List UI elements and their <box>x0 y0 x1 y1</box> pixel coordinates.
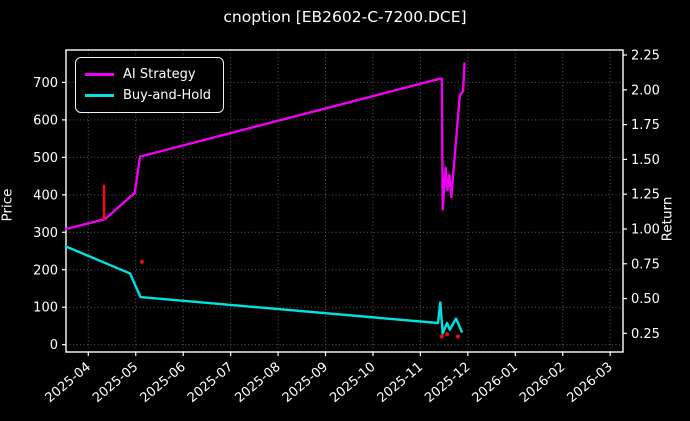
left-tick-label: 600 <box>33 113 58 128</box>
x-tick-label: 2026-02 <box>517 360 568 406</box>
right-tick-label: 2.25 <box>631 49 660 64</box>
legend-label: AI Strategy <box>123 67 196 82</box>
legend-item-buy-and-hold: Buy-and-Hold <box>85 85 211 106</box>
right-tick-label: 1.75 <box>631 118 660 133</box>
left-tick-label: 500 <box>33 151 58 166</box>
left-tick-label: 300 <box>33 226 58 241</box>
right-tick-label: 1.25 <box>631 188 660 203</box>
x-tick-label: 2025-05 <box>90 360 141 406</box>
buy-and-hold-line-swatch <box>85 94 114 97</box>
trade-marker-dot <box>439 334 444 339</box>
left-axis-label: Price <box>0 188 16 222</box>
right-tick-label: 0.25 <box>631 327 660 342</box>
legend-item-ai-strategy: AI Strategy <box>85 64 211 85</box>
x-tick-label: 2025-07 <box>185 360 236 406</box>
right-tick-label: 2.00 <box>631 83 660 98</box>
left-tick-label: 0 <box>50 338 58 353</box>
x-tick-label: 2025-09 <box>280 360 331 406</box>
x-tick-label: 2025-11 <box>375 360 426 406</box>
x-tick-label: 2026-01 <box>470 360 521 406</box>
legend: AI Strategy Buy-and-Hold <box>75 57 225 113</box>
right-tick-label: 1.00 <box>631 222 660 237</box>
trade-marker-dot <box>139 259 144 264</box>
right-tick-label: 0.50 <box>631 292 660 307</box>
right-tick-label: 1.50 <box>631 153 660 168</box>
x-tick-label: 2025-10 <box>327 360 378 406</box>
x-tick-label: 2025-08 <box>232 360 283 406</box>
x-tick-label: 2026-03 <box>565 360 616 406</box>
trade-marker-dot <box>455 334 460 339</box>
x-tick-label: 2025-04 <box>43 360 94 406</box>
right-tick-label: 0.75 <box>631 257 660 272</box>
chart-title: cnoption [EB2602-C-7200.DCE] <box>223 8 467 26</box>
series-buy-and-hold <box>64 245 463 335</box>
left-tick-label: 400 <box>33 188 58 203</box>
right-axis-label: Return <box>659 196 676 242</box>
axes-spines <box>65 49 624 353</box>
left-tick-label: 100 <box>33 301 58 316</box>
legend-label: Buy-and-Hold <box>123 88 212 103</box>
trade-marker-dot <box>444 332 449 337</box>
series-ai-strategy <box>64 62 466 231</box>
ai-strategy-line-swatch <box>85 73 114 76</box>
left-tick-label: 200 <box>33 263 58 278</box>
x-tick-label: 2025-12 <box>422 360 473 406</box>
x-tick-label: 2025-06 <box>137 360 188 406</box>
left-tick-label: 700 <box>33 76 58 91</box>
